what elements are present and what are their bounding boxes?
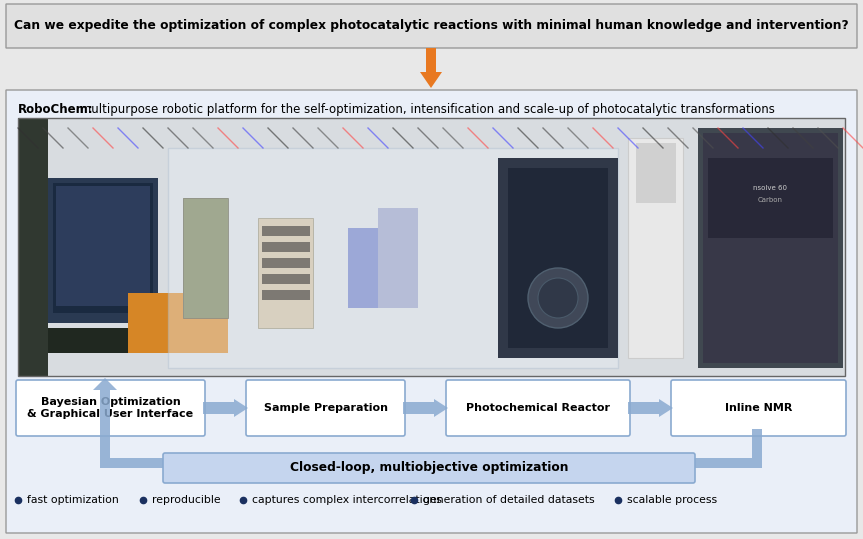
Bar (56, 186, 150, 306)
Text: fast optimization: fast optimization (27, 495, 119, 505)
Bar (703, 133, 838, 363)
Text: Photochemical Reactor: Photochemical Reactor (466, 403, 610, 413)
Text: generation of detailed datasets: generation of detailed datasets (423, 495, 595, 505)
Circle shape (528, 268, 588, 328)
FancyBboxPatch shape (163, 453, 695, 483)
Polygon shape (203, 399, 248, 417)
Bar (18, 118, 845, 376)
Circle shape (538, 278, 578, 318)
Text: Sample Preparation: Sample Preparation (263, 403, 387, 413)
Text: RoboChem:: RoboChem: (18, 103, 93, 116)
FancyBboxPatch shape (446, 380, 630, 436)
Text: nsolve 60: nsolve 60 (753, 185, 787, 191)
Bar (262, 226, 310, 236)
Polygon shape (93, 378, 117, 458)
Bar (348, 228, 378, 308)
FancyBboxPatch shape (671, 380, 846, 436)
Bar (100, 458, 762, 468)
Bar (18, 118, 48, 376)
Bar (48, 178, 158, 323)
Bar (508, 168, 608, 348)
Text: Bayesian Optimization
& Graphical User Interface: Bayesian Optimization & Graphical User I… (28, 397, 193, 419)
Bar (378, 208, 418, 308)
FancyBboxPatch shape (16, 380, 205, 436)
Bar (53, 183, 153, 313)
Bar (48, 328, 163, 353)
Bar (18, 118, 845, 376)
Polygon shape (420, 48, 442, 88)
Bar (183, 198, 228, 318)
Bar (752, 429, 762, 458)
Bar (262, 242, 310, 252)
Bar (258, 218, 313, 328)
FancyBboxPatch shape (6, 4, 857, 48)
Text: Inline NMR: Inline NMR (725, 403, 792, 413)
Bar (708, 158, 833, 238)
Bar (262, 274, 310, 284)
Text: Carbon: Carbon (758, 197, 783, 203)
Bar (128, 293, 228, 353)
Polygon shape (403, 399, 448, 417)
Bar (262, 258, 310, 268)
Text: captures complex intercorrelations: captures complex intercorrelations (252, 495, 442, 505)
FancyBboxPatch shape (246, 380, 405, 436)
Bar (628, 138, 683, 358)
Text: Can we expedite the optimization of complex photocatalytic reactions with minima: Can we expedite the optimization of comp… (14, 19, 848, 32)
Bar (168, 148, 618, 368)
Bar (183, 198, 228, 318)
Bar (636, 143, 676, 203)
Polygon shape (628, 399, 673, 417)
Bar (698, 128, 843, 368)
Bar (128, 293, 228, 353)
Text: Closed-loop, multiobjective optimization: Closed-loop, multiobjective optimization (290, 461, 568, 474)
Text: scalable process: scalable process (627, 495, 717, 505)
Bar (262, 290, 310, 300)
Text: multipurpose robotic platform for the self-optimization, intensification and sca: multipurpose robotic platform for the se… (76, 103, 775, 116)
FancyBboxPatch shape (6, 90, 857, 533)
Bar (498, 158, 618, 358)
Text: reproducible: reproducible (152, 495, 221, 505)
